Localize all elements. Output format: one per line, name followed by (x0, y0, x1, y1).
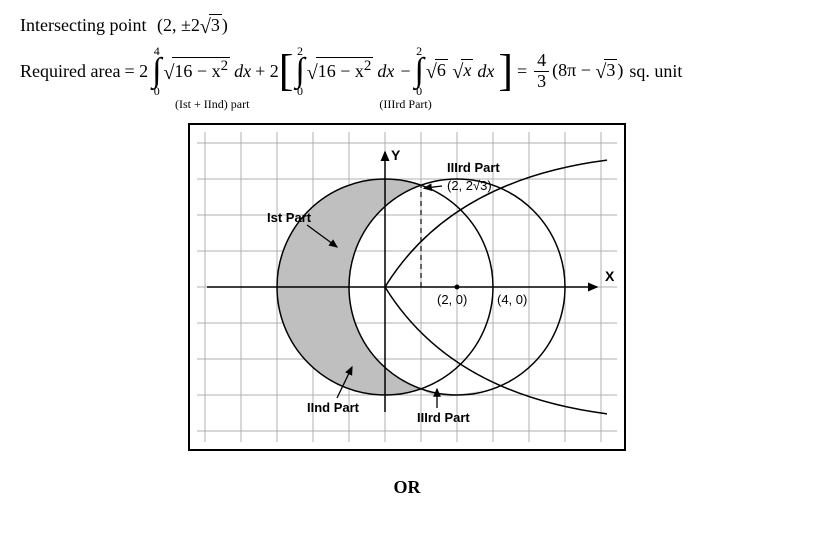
plus-2: + 2 (255, 61, 279, 82)
integrand-3: √6 √x (426, 59, 473, 84)
result-paren: (8π − √3) (552, 59, 623, 84)
svg-text:IIIrd Part: IIIrd Part (447, 160, 500, 175)
svg-text:(2, 2√3): (2, 2√3) (447, 178, 492, 193)
right-bracket: ] (498, 51, 513, 91)
svg-text:Ist Part: Ist Part (267, 210, 312, 225)
or-separator: OR (20, 477, 794, 498)
dx-1: dx (234, 61, 251, 82)
dx-3: dx (477, 61, 494, 82)
required-area-label: Required area (20, 61, 120, 82)
svg-text:IInd Part: IInd Part (307, 400, 360, 415)
intersecting-point-line: Intersecting point (2, ±2√3) (20, 14, 794, 39)
intersect-label: Intersecting point (20, 15, 146, 35)
svg-text:X: X (605, 268, 615, 284)
dx-2: dx (377, 61, 394, 82)
integral-1: 4 ∫ 0 (152, 45, 161, 97)
diagram-container: X Y IIIrd Part (2, 2√3) Ist Part IInd Part III… (20, 122, 794, 457)
integrand-1: √16 − x2 (163, 57, 230, 85)
svg-text:(4, 0): (4, 0) (497, 292, 527, 307)
equals: = (517, 61, 527, 82)
sub-labels: (Ist + IInd) part (IIIrd Part) (20, 97, 794, 112)
intersection-diagram: X Y IIIrd Part (2, 2√3) Ist Part IInd Part III… (187, 122, 627, 452)
eq-coef1: = 2 (124, 61, 148, 82)
left-bracket: [ (279, 51, 294, 91)
required-area-formula: Required area = 2 4 ∫ 0 √16 − x2 dx + 2 … (20, 45, 794, 97)
intersect-value: (2, ±2√3) (157, 15, 228, 35)
sq-unit: sq. unit (629, 61, 682, 82)
integral-2: 2 ∫ 0 (295, 45, 304, 97)
fraction-result: 4 3 (534, 51, 549, 92)
integral-3: 2 ∫ 0 (415, 45, 424, 97)
sub-part3: (IIIrd Part) (379, 97, 431, 112)
integrand-2: √16 − x2 (307, 57, 374, 85)
sub-part12: (Ist + IInd) part (175, 97, 249, 112)
minus: − (400, 61, 410, 82)
svg-text:IIIrd Part: IIIrd Part (417, 410, 470, 425)
svg-text:Y: Y (391, 147, 401, 163)
svg-text:(2, 0): (2, 0) (437, 292, 467, 307)
